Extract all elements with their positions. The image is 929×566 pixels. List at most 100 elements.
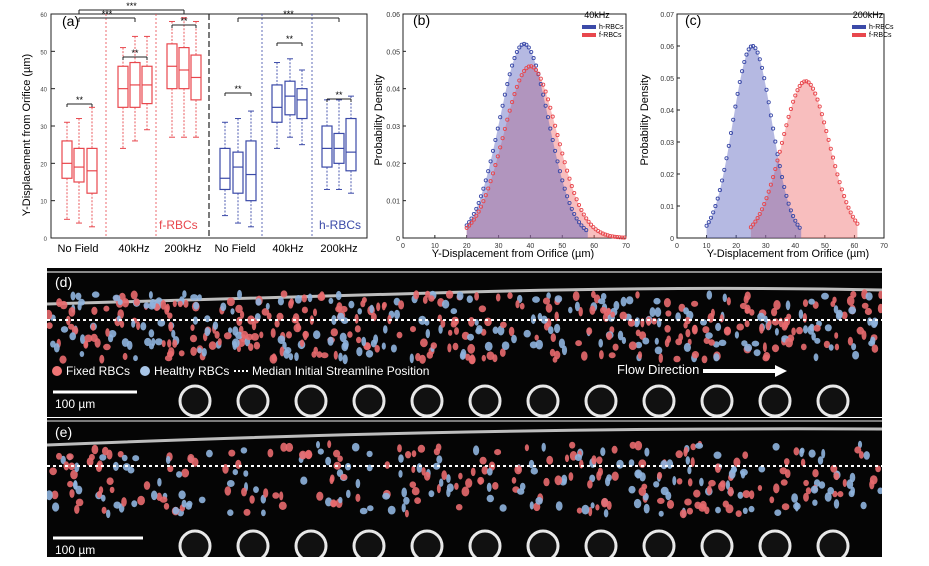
density-point (842, 194, 847, 199)
fixed-rbc (214, 331, 220, 339)
healthy-rbc (865, 292, 873, 301)
pillar (236, 384, 270, 417)
healthy-rbc (148, 329, 155, 338)
fixed-rbc (70, 469, 78, 480)
fixed-rbc (634, 440, 643, 451)
x-tick-label: 20 (732, 243, 740, 250)
density-point (548, 126, 553, 131)
healthy-rbc (828, 344, 834, 351)
healthy-rbc (398, 470, 403, 478)
fixed-rbc (163, 502, 170, 510)
x-tick-label: 40 (791, 243, 799, 250)
healthy-rbc (418, 315, 427, 325)
healthy-rbc (785, 300, 791, 311)
healthy-rbc (772, 443, 780, 451)
density-point (572, 211, 577, 217)
density-point (531, 65, 536, 70)
healthy-rbc (198, 496, 206, 504)
healthy-rbc (814, 337, 821, 344)
healthy-rbc (148, 302, 156, 310)
density-point (751, 44, 756, 49)
density-point (619, 235, 625, 240)
healthy-rbc (348, 300, 355, 309)
fixed-rbc (299, 339, 305, 347)
fixed-rbc (803, 492, 809, 502)
density-point (467, 223, 472, 228)
density-point (728, 130, 734, 136)
density-point (562, 186, 567, 191)
fixed-rbc (679, 509, 687, 519)
healthy-rbc (626, 296, 634, 305)
fixed-rbc (791, 327, 796, 336)
density-point (717, 188, 722, 193)
healthy-rbc (492, 326, 499, 334)
healthy-rbc (357, 308, 363, 315)
fixed-rbc (554, 475, 563, 486)
fixed-rbc (675, 450, 683, 459)
healthy-rbc (555, 501, 563, 511)
fixed-rbc (564, 454, 570, 463)
fixed-rbc (673, 355, 681, 363)
healthy-rbc (75, 485, 83, 495)
density-point (782, 184, 787, 190)
density-point (579, 207, 584, 213)
pillar (410, 529, 444, 557)
fixed-rbc (109, 486, 115, 494)
fixed-rbc-marker (52, 366, 62, 376)
significance-stars: *** (126, 1, 137, 11)
healthy-rbc (428, 490, 435, 498)
density-point (507, 108, 512, 113)
x-tick-label: 50 (558, 243, 566, 250)
density-point (536, 71, 541, 76)
fixed-rbc (354, 313, 359, 324)
fixed-rbc (611, 471, 619, 481)
y-tick-label: 0 (44, 237, 48, 243)
density-point (715, 196, 720, 201)
healthy-rbc (758, 465, 766, 473)
density-point (567, 200, 572, 206)
x-tick-label: 60 (851, 243, 859, 250)
fixed-rbc (435, 443, 442, 452)
density-point (733, 104, 738, 109)
fixed-rbc (492, 354, 498, 363)
healthy-rbc (603, 509, 609, 518)
fixed-rbc (426, 351, 433, 359)
density-point (562, 160, 567, 165)
density-point (581, 212, 586, 217)
fixed-rbc (484, 317, 492, 327)
density-point (753, 219, 758, 224)
box (271, 84, 283, 123)
healthy-rbc (201, 348, 207, 357)
fixed-rbc (301, 294, 307, 303)
density-point (591, 225, 596, 230)
healthy-rbc (617, 330, 624, 341)
healthy-rbc (382, 492, 390, 500)
pillar (526, 529, 560, 557)
density-point (569, 184, 574, 189)
healthy-rbc (212, 321, 219, 330)
fixed-rbc (842, 479, 847, 487)
fixed-rbc (49, 467, 57, 476)
x-tick-label: 30 (762, 243, 770, 250)
healthy-rbc (475, 327, 482, 335)
density-point (737, 79, 742, 85)
fixed-rbc (235, 459, 242, 469)
healthy-rbc (616, 459, 624, 469)
healthy-rbc (401, 487, 408, 498)
fixed-rbc (292, 313, 300, 323)
fixed-rbc (515, 300, 520, 309)
healthy-rbc (473, 445, 480, 456)
density-point (731, 117, 736, 122)
density-plot-panel-b: (b) Probability Density Y-Displacement f… (373, 10, 630, 260)
healthy-rbc (346, 489, 351, 499)
healthy-rbc (232, 326, 239, 336)
healthy-rbc (835, 311, 843, 321)
fixed-rbc (240, 310, 245, 319)
fixed-rbc (189, 334, 198, 343)
fixed-rbc (468, 317, 475, 327)
density-point (555, 133, 560, 138)
y-tick-label: 60 (40, 13, 47, 19)
fixed-rbc (103, 343, 111, 351)
healthy-rbc (294, 352, 299, 361)
healthy-rbc (186, 500, 193, 507)
